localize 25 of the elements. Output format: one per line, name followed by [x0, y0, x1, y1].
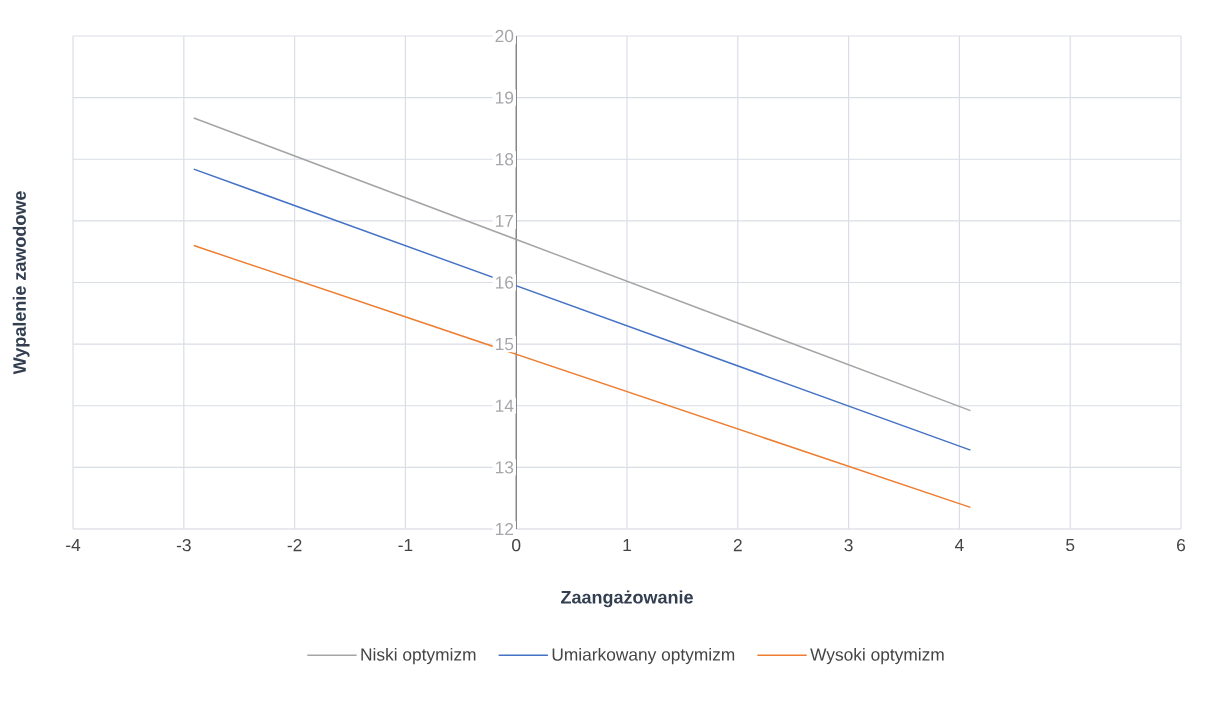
x-axis-title: Zaangażowanie — [561, 590, 693, 608]
y-tick-label: 18 — [495, 153, 514, 166]
x-tick-label: 5 — [1066, 539, 1075, 552]
x-tick-label: 2 — [733, 539, 742, 552]
x-tick-label: 1 — [623, 539, 631, 551]
legend-label: Wysoki optymizm — [810, 647, 944, 665]
x-tick-label: -1 — [398, 539, 413, 551]
y-axis-title: Wypalenie zawodowe — [12, 191, 30, 375]
y-tick-label: 20 — [495, 29, 514, 43]
x-tick-label: 4 — [954, 539, 964, 551]
y-tick-label: 14 — [495, 399, 514, 412]
x-tick-label: 0 — [512, 539, 521, 552]
x-tick-label: 3 — [844, 539, 853, 552]
y-tick-label: 16 — [495, 276, 514, 289]
y-tick-label: 13 — [495, 461, 514, 474]
legend-label: Niski optymizm — [361, 647, 476, 665]
x-tick-label: -4 — [66, 539, 81, 551]
y-tick-label: 12 — [495, 522, 514, 536]
y-tick-label: 19 — [495, 91, 514, 104]
y-tick-label: 15 — [495, 338, 514, 351]
legend-label: Umiarkowany optymizm — [552, 647, 735, 665]
x-tick-label: -3 — [176, 539, 191, 552]
y-tick-label: 17 — [495, 214, 514, 227]
x-tick-label: -2 — [287, 539, 302, 552]
x-tick-label: 6 — [1177, 539, 1186, 552]
